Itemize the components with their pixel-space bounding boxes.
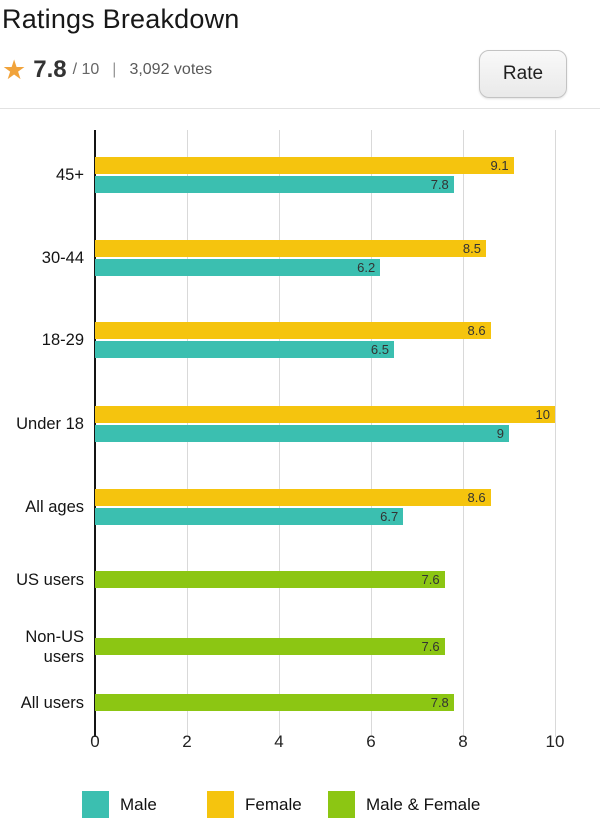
x-tick-label: 8 — [458, 732, 468, 751]
category-label-us-users: US users — [16, 570, 84, 589]
bar-male-30-44: 6.2 — [95, 259, 381, 276]
vote-count: 3,092 votes — [129, 61, 213, 78]
category-label-all-users: All users — [20, 693, 84, 712]
legend-item-male-female: Male & Female — [328, 791, 480, 818]
star-icon: ★ — [2, 55, 27, 85]
legend-swatch-male — [82, 791, 109, 818]
page-title: Ratings Breakdown — [2, 4, 240, 34]
bar-female-30-44: 8.5 — [95, 240, 486, 257]
bar-female-18-29: 8.6 — [95, 322, 491, 339]
category-label-45: 45+ — [56, 166, 84, 184]
bar-value-label: 9 — [496, 426, 504, 441]
bar-value-label: 7.8 — [430, 695, 449, 710]
x-tick-label: 6 — [366, 732, 376, 751]
x-tick-label: 4 — [274, 732, 284, 751]
bar-male-18-29: 6.5 — [95, 341, 394, 358]
bar-value-label: 6.7 — [380, 509, 399, 524]
category-label-non-us-users: Non-US users — [25, 627, 84, 666]
legend-label-male-female: Male & Female — [366, 794, 481, 814]
bar-value-label: 10 — [535, 407, 550, 422]
legend-item-male: Male — [82, 791, 157, 818]
bar-female-all-ages: 8.6 — [95, 489, 491, 506]
bar-female-under-18: 10 — [95, 406, 555, 423]
legend-label-female: Female — [245, 794, 302, 814]
bar-value-label: 7.8 — [430, 177, 449, 192]
bar-value-label: 7.6 — [421, 572, 440, 587]
rating-summary: ★ 7.8 / 10 | 3,092 votes — [2, 56, 212, 84]
bar-value-label: 6.2 — [357, 260, 376, 275]
bar-male-female-all-users: 7.8 — [95, 694, 454, 711]
bar-value-label: 7.6 — [421, 639, 440, 654]
bar-value-label: 8.6 — [467, 490, 486, 505]
x-tick-label: 2 — [182, 732, 192, 751]
bar-male-all-ages: 6.7 — [95, 508, 404, 525]
bar-value-label: 6.5 — [370, 342, 389, 357]
bar-male-under-18: 9 — [95, 425, 509, 442]
x-tick-label: 10 — [545, 732, 565, 751]
bar-value-label: 9.1 — [490, 158, 509, 173]
gridline-10 — [555, 130, 556, 737]
legend-swatch-male-female — [328, 791, 355, 818]
category-label-under-18: Under 18 — [16, 415, 84, 433]
bar-value-label: 8.5 — [462, 241, 481, 256]
rating-out-of: / 10 — [72, 61, 100, 78]
bar-male-female-us-users: 7.6 — [95, 571, 445, 588]
category-label-18-29: 18-29 — [41, 331, 84, 349]
category-label-all-ages: All ages — [25, 498, 84, 516]
bar-value-label: 8.6 — [467, 323, 486, 338]
legend-swatch-female — [207, 791, 234, 818]
legend-item-female: Female — [207, 791, 302, 818]
x-tick-label: 0 — [90, 732, 100, 751]
bar-female-45: 9.1 — [95, 157, 514, 174]
rating-score: 7.8 — [33, 56, 67, 83]
header: Ratings Breakdown ★ 7.8 / 10 | 3,092 vot… — [0, 0, 600, 109]
legend-label-male: Male — [120, 794, 157, 814]
category-label-30-44: 30-44 — [41, 249, 84, 267]
bar-male-female-non-us-users: 7.6 — [95, 638, 445, 655]
bar-male-45: 7.8 — [95, 176, 454, 193]
rate-button[interactable]: Rate — [479, 50, 567, 98]
separator: | — [112, 61, 117, 78]
